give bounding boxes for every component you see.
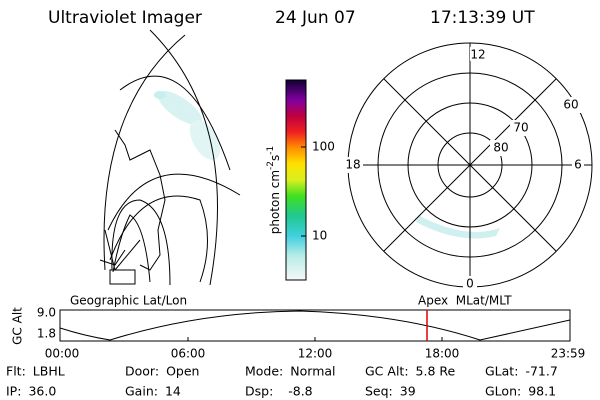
label-part: photon cm xyxy=(268,170,282,234)
info-panel: Flt: LBHL Door: Open Mode: Normal GC Alt: 5.8 R… xyxy=(6,364,558,399)
title: Ultraviolet Imager xyxy=(48,8,202,28)
mlt-label: 18 xyxy=(345,158,360,172)
label-part: s xyxy=(268,155,282,161)
globe-image xyxy=(99,29,241,286)
timeline-x-tick: 06:00 xyxy=(171,347,206,361)
date: 24 Jun 07 xyxy=(275,8,356,28)
timeline-y-label: GC Alt xyxy=(11,307,25,345)
mlt-label: 6 xyxy=(574,158,582,172)
timeline-title: Geographic Lat/Lon xyxy=(70,294,187,308)
timeline-y-tick: 1.8 xyxy=(37,327,56,341)
info-field: Open xyxy=(166,364,199,379)
timeline-x-tick: 12:00 xyxy=(298,347,333,361)
timeline xyxy=(59,309,571,342)
lat-label: 70 xyxy=(513,121,528,135)
lat-label: 80 xyxy=(493,141,508,155)
info-field: 39 xyxy=(400,384,416,399)
timeline-x-tick: 23:59 xyxy=(551,347,586,361)
info-field: Door: xyxy=(125,364,159,379)
colorbar-tick-label: 10 xyxy=(312,229,327,243)
info-field: -8.8 xyxy=(280,384,312,399)
info-field: IP: xyxy=(6,384,21,399)
info-field: Flt: xyxy=(6,364,26,379)
label-part: -1 xyxy=(266,146,276,155)
info-field: Normal xyxy=(290,364,335,379)
colorbar-tick-label: 100 xyxy=(312,140,335,154)
lat-label: 60 xyxy=(563,98,578,112)
info-field: 14 xyxy=(165,384,181,399)
mlt-label: 0 xyxy=(466,277,474,291)
info-field: 98.1 xyxy=(528,384,556,399)
timeline-title: Apex MLat/MLT xyxy=(418,294,512,308)
colorbar xyxy=(285,79,307,281)
info-field: -71.7 xyxy=(525,364,557,379)
info-field: GLon: xyxy=(485,384,521,399)
info-field: 36.0 xyxy=(28,384,56,399)
info-field: Dsp: xyxy=(245,384,273,399)
mlt-label: 12 xyxy=(470,48,485,62)
label-part: -2 xyxy=(266,161,276,170)
timeline-x-tick: 18:00 xyxy=(425,347,460,361)
info-field: Mode: xyxy=(245,364,283,379)
info-field: GLat: xyxy=(485,364,518,379)
info-field: Seq: xyxy=(365,384,393,399)
polar-plot xyxy=(343,42,593,292)
info-field: Gain: xyxy=(125,384,158,399)
info-field: 5.8 Re xyxy=(416,364,456,379)
timeline-y-tick: 9.0 xyxy=(37,306,56,320)
info-field: GC Alt: xyxy=(365,364,409,379)
time: 17:13:39 UT xyxy=(430,8,535,28)
info-field: LBHL xyxy=(33,364,65,379)
timeline-x-tick: 00:00 xyxy=(45,347,80,361)
colorbar-label: photon cm-2s-1 xyxy=(266,146,282,235)
